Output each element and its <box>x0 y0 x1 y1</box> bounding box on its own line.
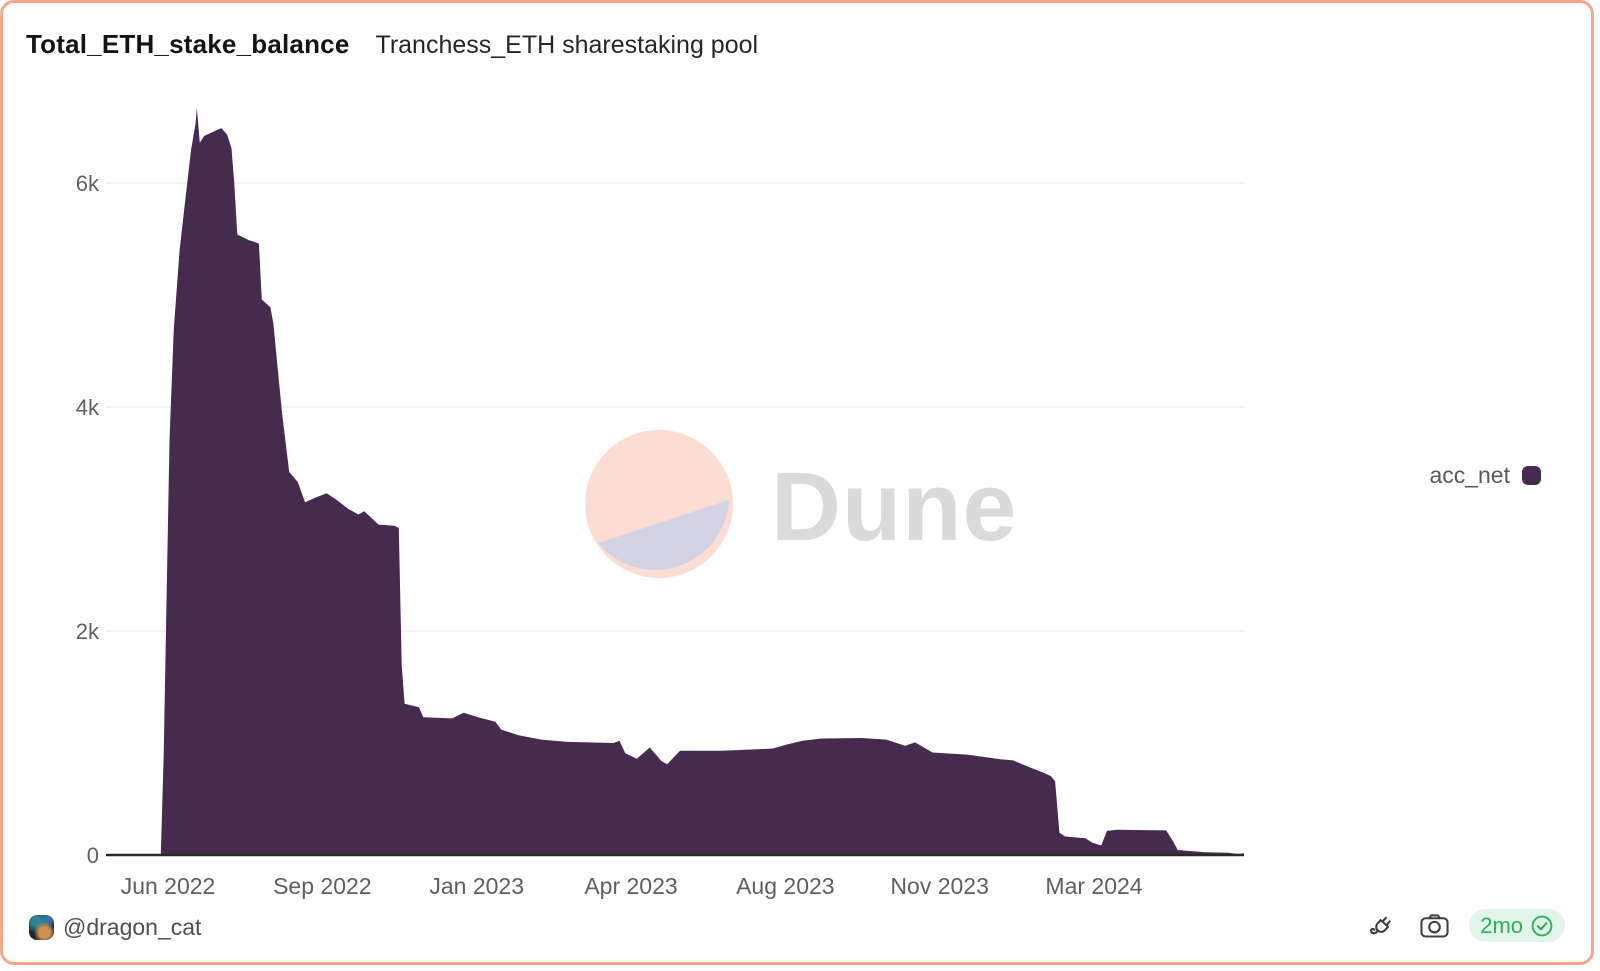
x-tick-label: Apr 2023 <box>584 873 677 899</box>
author-link[interactable]: @dragon_cat <box>29 914 201 941</box>
axis-layer: 0 2k 4k 6k Jun 2022 Sep 2022 Jan 2023 Apr 2023 A… <box>76 171 1244 899</box>
legend-item-acc-net[interactable]: acc_net <box>1429 462 1541 489</box>
verified-seal-icon <box>1531 915 1553 936</box>
x-tick-label: Jun 2022 <box>121 873 216 899</box>
plug-icon <box>1370 916 1392 935</box>
embed-plug-button[interactable] <box>1365 908 1400 943</box>
author-handle: @dragon_cat <box>63 914 202 940</box>
chart-header: Total_ETH_stake_balance Tranchess_ETH sh… <box>26 29 758 60</box>
camera-icon <box>1420 914 1449 938</box>
series-area-acc-net <box>160 108 1244 855</box>
x-tick-label: Aug 2023 <box>736 873 834 899</box>
y-tick-label: 0 <box>87 843 99 868</box>
author-avatar <box>29 915 54 940</box>
screenshot-camera-button[interactable] <box>1418 911 1451 940</box>
last-updated-badge[interactable]: 2mo <box>1469 909 1565 942</box>
x-tick-label: Jan 2023 <box>429 873 524 899</box>
watermark-circle-bottom <box>598 500 729 570</box>
watermark-wordmark: Dune <box>771 452 1018 561</box>
series-layer <box>160 108 1244 855</box>
y-tick-label: 6k <box>76 171 100 196</box>
footer-actions: 2mo <box>1365 908 1565 943</box>
dune-watermark: Dune <box>585 430 1018 578</box>
last-updated-text: 2mo <box>1480 912 1523 938</box>
chart-title: Total_ETH_stake_balance <box>26 29 350 59</box>
legend-label: acc_net <box>1429 462 1510 488</box>
x-tick-label: Nov 2023 <box>890 873 988 899</box>
chart-subtitle: Tranchess_ETH sharestaking pool <box>375 31 759 59</box>
area-chart-canvas: Dune 0 2k 4k 6k Jun 2022 Sep 2022 Jan 2023 Apr … <box>76 108 1244 899</box>
y-tick-label: 2k <box>76 619 100 644</box>
legend-swatch <box>1522 466 1541 485</box>
x-tick-label: Sep 2022 <box>273 873 371 899</box>
x-tick-label: Mar 2024 <box>1045 873 1142 899</box>
y-tick-label: 4k <box>76 395 100 420</box>
